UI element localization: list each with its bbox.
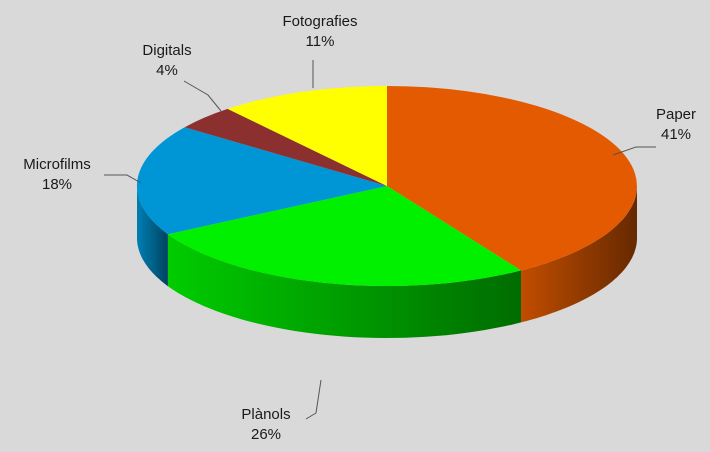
leader-line-digitals — [183, 80, 222, 112]
slice-percent-microfilms: 18% — [42, 176, 72, 193]
slice-label-paper: Paper — [656, 106, 696, 123]
pie-sides — [137, 186, 637, 338]
slice-label-fotografies: Fotografies — [282, 13, 357, 30]
leader-line-microfilms — [104, 174, 142, 184]
pie-slice-digitals — [184, 108, 387, 186]
pie-side-paper — [521, 186, 637, 323]
pie-slice-microfilms — [136, 127, 387, 235]
pie-slice-paper — [387, 86, 637, 271]
slice-percent-paper: 41% — [661, 126, 691, 143]
slice-label-planols: Plànols — [241, 406, 290, 423]
pie-slice-planols — [167, 186, 521, 286]
leader-lines — [104, 60, 656, 420]
slice-percent-planols: 26% — [251, 426, 281, 443]
leader-line-planols — [305, 379, 322, 420]
data-labels: Paper 41% Plànols 26% Microfilms 18% Digitals 4… — [23, 13, 696, 443]
slice-label-digitals: Digitals — [142, 42, 191, 59]
pie-slices — [136, 85, 637, 286]
slice-label-microfilms: Microfilms — [23, 156, 91, 173]
pie-side-microfilms — [137, 186, 168, 287]
pie-slice-fotografies — [227, 85, 387, 186]
slice-percent-digitals: 4% — [156, 62, 178, 79]
slice-percent-fotografies: 11% — [306, 33, 335, 50]
pie-side-planols — [167, 234, 521, 338]
leader-line-paper — [612, 146, 656, 156]
